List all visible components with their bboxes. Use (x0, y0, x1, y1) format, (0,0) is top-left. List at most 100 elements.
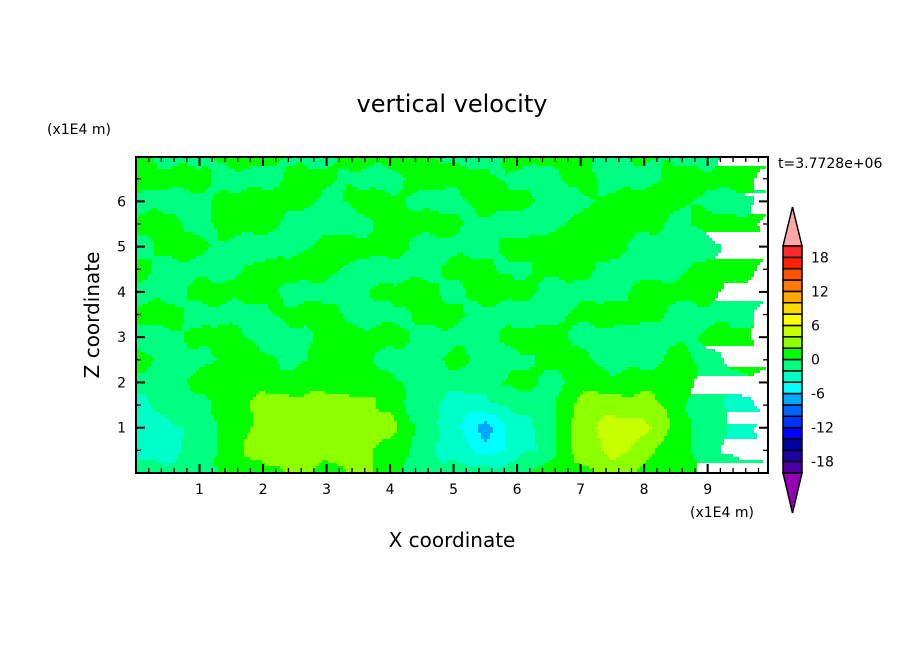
contour-band (508, 373, 541, 376)
contour-band (412, 442, 436, 445)
contour-band (136, 187, 169, 190)
contour-band (691, 220, 760, 223)
contour-band (340, 307, 406, 310)
contour-band (499, 301, 580, 304)
contour-band (136, 157, 154, 160)
contour-band (136, 403, 151, 406)
contour-band (157, 460, 175, 463)
contour-band (502, 160, 592, 163)
contour-band (151, 361, 214, 364)
contour-band (286, 166, 307, 169)
contour-band (355, 235, 367, 238)
contour-band (664, 223, 691, 226)
contour-band (532, 424, 556, 427)
contour-band (715, 322, 727, 325)
contour-band (391, 412, 406, 415)
contour-band (436, 157, 502, 160)
contour-band (136, 202, 211, 205)
contour-band (574, 460, 646, 463)
contour-band (391, 436, 412, 439)
contour-band (517, 349, 586, 352)
contour-band (631, 160, 649, 163)
contour-band (694, 262, 760, 265)
contour-band (283, 256, 292, 259)
contour-band (697, 364, 727, 367)
contour-band (154, 157, 214, 160)
contour-band (184, 187, 208, 190)
contour-band (562, 385, 694, 388)
contour-band (565, 280, 574, 283)
contour-band (556, 433, 571, 436)
contour-band (646, 187, 718, 190)
contour-band (649, 457, 694, 460)
contour-band (394, 415, 409, 418)
contour-band (451, 256, 469, 259)
contour-band (691, 433, 727, 436)
contour-band (136, 397, 148, 400)
contour-band (307, 355, 373, 358)
contour-band (139, 349, 211, 352)
contour-band (505, 436, 535, 439)
contour-band (691, 208, 706, 211)
contour-band (508, 259, 610, 262)
contour-band (136, 322, 184, 325)
contour-band (463, 418, 499, 421)
contour-band (631, 187, 646, 190)
contour-band (313, 469, 346, 472)
contour-band (667, 349, 688, 352)
contour-band (418, 190, 460, 193)
contour-band (565, 319, 661, 322)
contour-band (331, 184, 346, 187)
contour-band (187, 289, 277, 292)
contour-band (334, 181, 403, 184)
contour-band (700, 340, 754, 343)
contour-band (703, 169, 712, 172)
contour-band (265, 463, 319, 466)
contour-band (463, 307, 574, 310)
contour-band (409, 334, 499, 337)
contour-band (697, 304, 709, 307)
contour-band (313, 331, 409, 334)
contour-band (394, 283, 397, 286)
contour-band (307, 349, 379, 352)
contour-band (691, 352, 721, 355)
contour-band (631, 448, 655, 451)
contour-band (535, 358, 592, 361)
contour-band (670, 346, 688, 349)
contour-band (550, 460, 574, 463)
contour-band (250, 166, 286, 169)
contour-band (460, 163, 502, 166)
contour-band (280, 223, 373, 226)
contour-band (535, 292, 628, 295)
colorbar-swatch (782, 290, 803, 304)
contour-band (382, 439, 412, 442)
colorbar-tick-label: 18 (811, 250, 829, 266)
contour-band (379, 442, 412, 445)
contour-band (436, 454, 484, 457)
contour-band (499, 178, 562, 181)
contour-band (595, 172, 661, 175)
contour-band (514, 412, 556, 415)
contour-band (664, 439, 691, 442)
contour-band (565, 382, 694, 385)
contour-band (490, 214, 574, 217)
colorbar-swatch (782, 358, 803, 372)
contour-band (214, 457, 250, 460)
contour-band (211, 202, 313, 205)
contour-band (154, 250, 205, 253)
x-tick-label: 6 (513, 482, 522, 498)
contour-band (151, 262, 253, 265)
contour-band (436, 445, 469, 448)
contour-band (598, 187, 622, 190)
contour-band (148, 400, 211, 403)
contour-band (211, 211, 286, 214)
contour-band (505, 325, 511, 328)
contour-band (538, 289, 631, 292)
contour-band (151, 355, 214, 358)
contour-band (322, 193, 343, 196)
contour-band (526, 277, 544, 280)
contour-band (571, 325, 595, 328)
contour-band (655, 394, 691, 397)
contour-band (136, 181, 211, 184)
contour-band (298, 304, 337, 307)
